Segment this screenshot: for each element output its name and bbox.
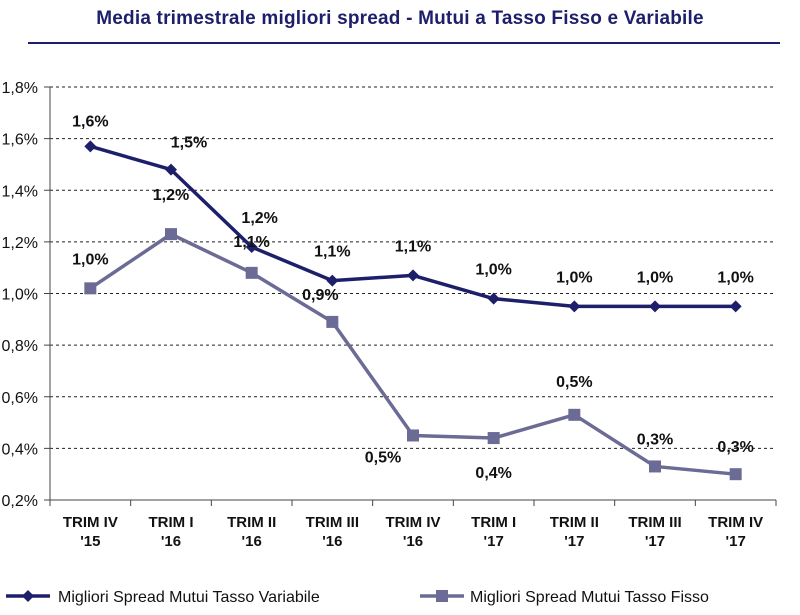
y-tick-label: 0,2% — [2, 493, 38, 510]
x-tick-label: TRIM III '16 — [306, 514, 359, 550]
data-point — [568, 300, 581, 313]
data-point — [245, 266, 258, 279]
legend-marker — [22, 590, 34, 602]
data-label: 1,2% — [153, 187, 189, 204]
x-tick-label: TRIM IV '15 — [63, 514, 118, 550]
chart-title: Media trimestrale migliori spread - Mutu… — [96, 8, 704, 29]
data-label: 0,3% — [717, 439, 753, 456]
data-point — [326, 274, 339, 287]
x-axis-ticks: TRIM IV '15 TRIM I '16 TRIM II '16 TRIM III '16… — [63, 514, 763, 550]
y-tick-label: 0,8% — [2, 338, 38, 355]
x-tick-label: TRIM I '16 — [149, 514, 194, 550]
data-point — [407, 429, 419, 442]
data-label: 0,3% — [637, 431, 673, 448]
axes — [44, 86, 777, 506]
y-tick-label: 1,8% — [2, 80, 38, 97]
x-tick-label: TRIM II '17 — [550, 514, 599, 550]
data-point — [487, 292, 500, 305]
data-point — [84, 140, 97, 153]
y-tick-label: 1,2% — [2, 235, 38, 252]
y-tick-label: 1,0% — [2, 287, 38, 304]
data-point — [407, 269, 419, 282]
data-point — [729, 468, 742, 481]
data-label: 1,0% — [717, 269, 753, 286]
x-tick-label: TRIM IV '17 — [708, 514, 763, 550]
y-tick-label: 0,4% — [2, 441, 38, 458]
y-tick-label: 0,6% — [2, 390, 38, 407]
data-point — [84, 282, 97, 295]
data-label: 1,0% — [475, 262, 511, 279]
data-label: 0,4% — [475, 465, 511, 482]
y-tick-label: 1,4% — [2, 183, 38, 200]
x-tick-label: TRIM I '17 — [471, 514, 516, 550]
data-label: 0,5% — [365, 449, 401, 466]
data-label: 1,0% — [637, 269, 673, 286]
data-point — [165, 228, 177, 241]
y-axis-ticks: 0,2% 0,4% 0,6% 0,8% 1,0% 1,2% 1,4% 1,6% 1,8% — [2, 80, 38, 510]
data-label: 1,1% — [314, 244, 350, 261]
title-underline — [28, 42, 780, 44]
data-label: 1,1% — [233, 234, 269, 251]
data-point — [165, 163, 177, 176]
data-point — [649, 460, 661, 473]
data-label: 1,1% — [395, 238, 431, 255]
data-point — [245, 241, 258, 254]
data-labels: 1,6% 1,5% 1,2% 1,1% 1,1% 1,0% 1,0% 1,0% 1,0% 1,0%… — [72, 113, 754, 482]
data-label: 1,2% — [241, 210, 277, 227]
data-point — [729, 300, 742, 313]
data-label: 0,5% — [556, 374, 592, 391]
y-tick-label: 1,6% — [2, 132, 38, 149]
data-label: 1,0% — [556, 269, 592, 286]
data-label: 1,6% — [72, 113, 108, 130]
data-label: 0,9% — [302, 287, 338, 304]
data-point — [326, 315, 339, 328]
data-point — [487, 432, 500, 445]
x-tick-label: TRIM IV '16 — [386, 514, 441, 550]
x-tick-label: TRIM III '17 — [628, 514, 681, 550]
data-point — [649, 300, 661, 313]
legend-label: Migliori Spread Mutui Tasso Fisso — [470, 589, 709, 606]
data-point — [568, 408, 581, 421]
data-label: 1,0% — [72, 251, 108, 268]
legend: Migliori Spread Mutui Tasso Variabile Mig… — [6, 589, 709, 606]
series-markers — [84, 140, 742, 481]
legend-label: Migliori Spread Mutui Tasso Variabile — [58, 589, 320, 606]
legend-marker — [436, 590, 448, 602]
x-tick-label: TRIM II '16 — [227, 514, 276, 550]
data-label: 1,5% — [171, 135, 207, 152]
gridlines — [50, 86, 776, 449]
